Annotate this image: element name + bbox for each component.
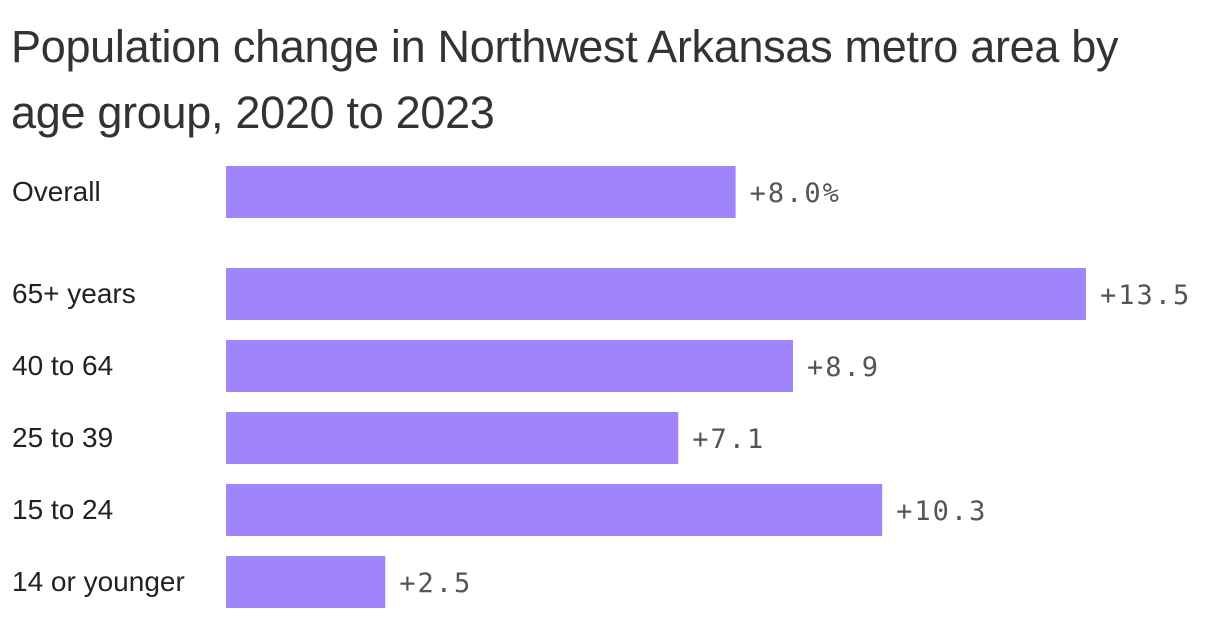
value-label-1: +13.5 xyxy=(1100,280,1191,311)
bar-1 xyxy=(226,268,1086,320)
bar-3 xyxy=(226,412,679,464)
category-label-0: Overall xyxy=(12,176,101,207)
category-label-1: 65+ years xyxy=(12,278,136,309)
category-label-3: 25 to 39 xyxy=(12,422,113,453)
category-label-2: 40 to 64 xyxy=(12,350,113,381)
bar-4 xyxy=(226,484,883,536)
value-label-4: +10.3 xyxy=(896,496,987,527)
bar-2 xyxy=(226,340,793,392)
value-label-2: +8.9 xyxy=(807,352,880,383)
bar-0 xyxy=(226,166,736,218)
bar-5 xyxy=(226,556,386,608)
value-label-5: +2.5 xyxy=(399,568,472,599)
value-label-0: +8.0% xyxy=(750,178,841,209)
category-label-4: 15 to 24 xyxy=(12,494,113,525)
value-label-3: +7.1 xyxy=(692,424,765,455)
chart-title: Population change in Northwest Arkansas … xyxy=(11,21,1119,138)
category-label-5: 14 or younger xyxy=(12,566,185,597)
